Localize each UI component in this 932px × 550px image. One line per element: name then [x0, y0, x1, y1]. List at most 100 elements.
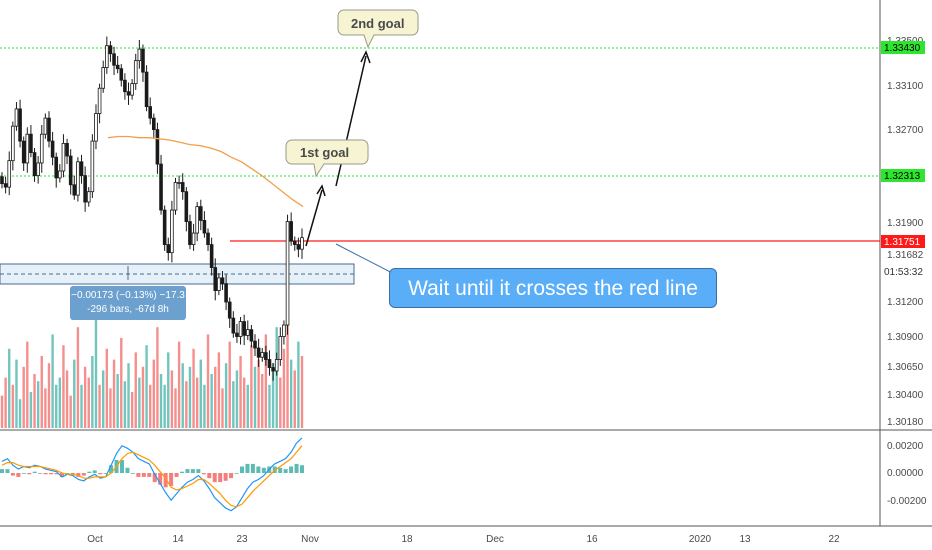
candle	[170, 200, 174, 263]
goal2-label: 2nd goal	[351, 16, 404, 31]
volume-bar	[275, 327, 278, 428]
candle	[14, 102, 19, 131]
macd-histogram-bar	[180, 471, 184, 473]
volume-bar	[18, 399, 22, 428]
note-callout[interactable]: Wait until it crosses the red line	[389, 268, 717, 308]
volume-bar	[134, 352, 137, 428]
volume-bar	[195, 377, 199, 428]
candle	[101, 60, 106, 93]
note-pointer	[335, 243, 399, 277]
volume-bar	[152, 359, 156, 428]
macd-histogram-bar	[5, 469, 10, 473]
macd-histogram-bar	[218, 473, 223, 483]
macd-histogram-bar	[27, 473, 32, 475]
candle	[274, 352, 279, 376]
candle	[191, 223, 196, 251]
volume-bar	[167, 352, 170, 428]
macd-histogram-bar	[70, 473, 75, 475]
candle	[300, 228, 304, 259]
candlesticks	[0, 36, 304, 381]
candle	[141, 44, 145, 82]
candle	[43, 113, 48, 139]
volume-bar	[62, 345, 65, 428]
candle	[83, 166, 87, 212]
volume-bar	[177, 341, 181, 428]
time-tick-label: 22	[828, 534, 840, 545]
candle	[282, 320, 286, 345]
volume-bar	[239, 356, 242, 428]
time-axis[interactable]: Oct 14 23 Nov 18 Dec 16 2020 13 22	[87, 534, 840, 545]
volume-bar	[120, 338, 123, 428]
candle	[50, 131, 55, 166]
price-tag-3-label: 1.31751	[884, 237, 921, 248]
macd-histogram-bar	[201, 473, 206, 475]
macd-histogram-bar	[245, 463, 250, 473]
macd-histogram-bar	[54, 473, 59, 475]
goal1-arrow-head	[316, 184, 326, 197]
volume-bar	[26, 341, 29, 428]
volume-bar	[76, 327, 80, 428]
macd-histogram-bar	[120, 460, 124, 473]
macd-line	[1, 437, 303, 512]
macd-histogram-bar	[43, 473, 48, 475]
volume-bar	[210, 374, 213, 428]
candle	[227, 297, 232, 328]
price-tick-label: 1.30650	[887, 362, 924, 373]
macd-tick-label: 0.00200	[887, 441, 924, 452]
price-tag-3: 1.31751	[881, 235, 925, 248]
macd-signal-line	[1, 445, 303, 508]
countdown-timer: 01:53:32	[884, 267, 923, 278]
macd-histogram-bar	[21, 473, 26, 474]
volume-bars	[0, 312, 304, 428]
macd-histogram-bar	[212, 473, 217, 483]
volume-bar	[109, 388, 112, 428]
candle	[68, 149, 73, 195]
macd-histogram-bar	[81, 473, 86, 476]
candle	[152, 113, 156, 138]
price-tick-label: 1.33100	[887, 81, 924, 92]
macd-histogram-bar	[169, 473, 174, 486]
macd-histogram-bar	[16, 473, 21, 477]
candle	[292, 236, 297, 251]
macd-histogram-bar	[240, 466, 244, 473]
goal2-arrow-shaft	[335, 55, 367, 187]
volume-bar	[148, 384, 152, 428]
volume-bar	[221, 388, 224, 428]
volume-bar	[73, 359, 76, 428]
candle	[133, 53, 138, 90]
measure-info-box: −0.00173 (−0.13%) −17.3 -296 bars, -67d …	[70, 286, 186, 320]
goal1-bubble[interactable]: 1st goal	[285, 139, 369, 178]
volume-bar	[112, 359, 116, 428]
price-tag-1-label: 1.33430	[884, 43, 921, 54]
candle	[159, 154, 163, 215]
volume-bar	[22, 366, 25, 428]
price-axis[interactable]: 1.335001.331001.327001.319001.316821.312…	[887, 36, 924, 428]
macd-histogram-bar	[158, 473, 163, 485]
volume-bar	[224, 363, 228, 428]
candle	[245, 320, 250, 340]
candle	[267, 350, 272, 376]
volume-bar	[170, 370, 174, 428]
measure-info-line1: −0.00173 (−0.13%) −17.3	[71, 290, 185, 301]
macd-axis[interactable]: 0.00200 0.00000 -0.00200	[887, 441, 927, 507]
candle	[119, 64, 124, 87]
macd-histogram-bar	[190, 469, 195, 473]
candle	[238, 316, 243, 345]
volume-bar	[8, 348, 11, 428]
candle	[195, 202, 199, 242]
goal2-arrow-head	[360, 50, 371, 64]
candle	[58, 164, 62, 183]
candle	[213, 258, 218, 301]
candle	[36, 156, 40, 184]
macd-histogram-bar	[256, 466, 261, 473]
macd-histogram-bar	[10, 473, 15, 476]
goal2-bubble[interactable]: 2nd goal	[337, 9, 419, 49]
volume-bar	[253, 366, 257, 428]
volume-bar	[199, 359, 202, 428]
macd-histogram-bar	[229, 473, 234, 479]
volume-bar	[36, 381, 40, 428]
candle	[264, 345, 268, 366]
macd-histogram-bar	[289, 466, 294, 473]
candle	[123, 73, 127, 100]
